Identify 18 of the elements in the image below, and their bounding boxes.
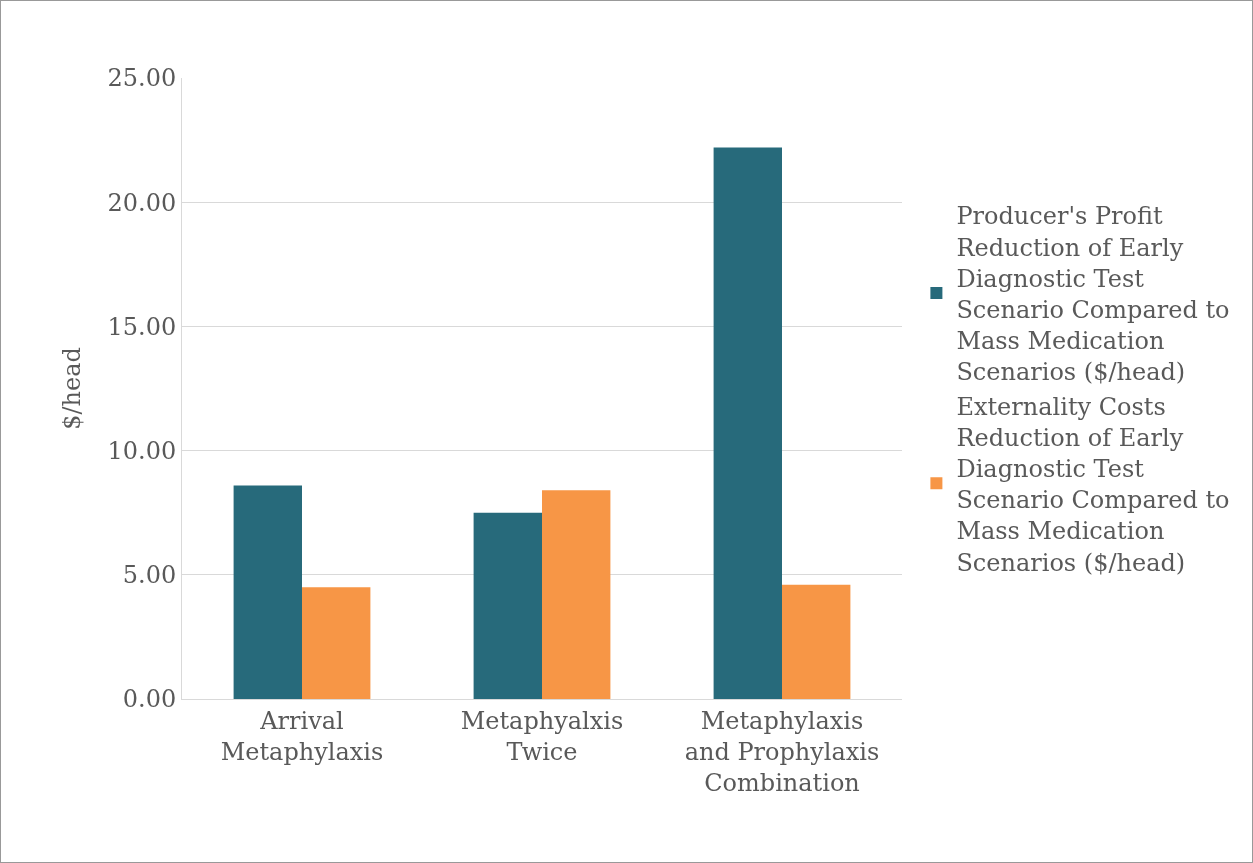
y-tick-label: 20.00 xyxy=(107,188,177,217)
y-tick-label: 25.00 xyxy=(107,64,177,93)
bar xyxy=(713,147,782,699)
bar xyxy=(473,512,542,699)
x-tick-label: Metaphylaxis and Prophylaxis Combination xyxy=(684,706,880,798)
legend-label: Externality Costs Reduction of Early Diagnostic Test Scenario Compared to Mass Medication Scenarios ($/head) xyxy=(956,392,1230,577)
y-tick-label: 5.00 xyxy=(122,561,177,590)
y-axis-title: $/head xyxy=(57,347,86,430)
y-tick-label: 0.00 xyxy=(122,685,177,714)
bar xyxy=(782,584,851,699)
x-tick-label: Arrival Metaphylaxis xyxy=(220,706,384,766)
bar xyxy=(233,485,302,699)
y-tick-label: 15.00 xyxy=(107,312,177,341)
legend-label: Producer's Profit Reduction of Early Diagnostic Test Scenario Compared to Mass Medication Scenarios ($/head) xyxy=(956,202,1230,387)
x-tick-label: Metaphyalxis Twice xyxy=(460,706,624,766)
y-tick-label: 10.00 xyxy=(107,437,177,465)
bar xyxy=(542,490,611,699)
bar xyxy=(302,587,371,699)
